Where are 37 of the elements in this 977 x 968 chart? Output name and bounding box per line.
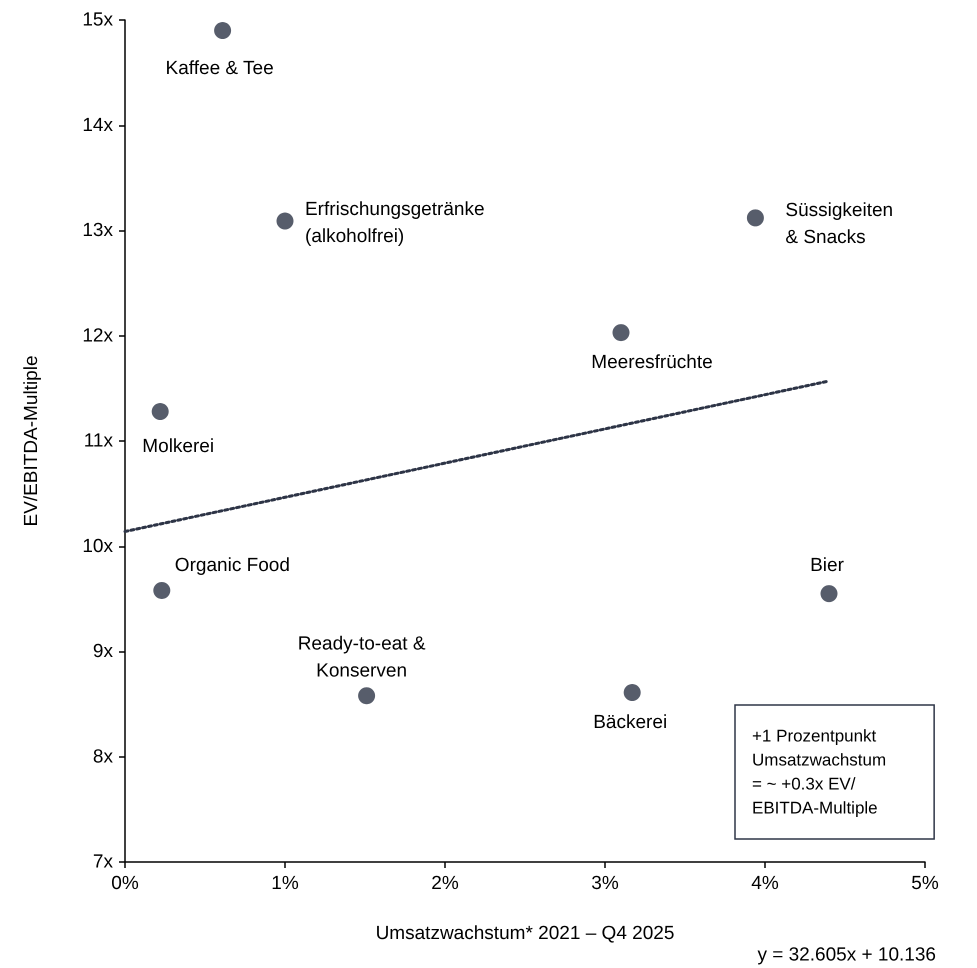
- annotation: Süssigkeiten & Snacks: [785, 200, 894, 248]
- x-tick-label: 2%: [431, 873, 459, 894]
- y-tick-label: 12x: [82, 325, 114, 346]
- x-tick-label: 5%: [911, 873, 939, 894]
- y-tick-label: 14x: [82, 114, 114, 136]
- point: [276, 212, 294, 230]
- annotation: Ready-to-eat & Konserven: [298, 634, 426, 682]
- point: [214, 22, 232, 40]
- y-tick-label: 7x: [92, 852, 114, 872]
- annotation: Organic Food: [174, 554, 290, 576]
- point: [152, 403, 169, 420]
- x-tick-label: 3%: [591, 873, 619, 894]
- annotation: +1 Prozentpunkt Umsatzwachstum = ~ +0.3x EV/ EBITDA-Multiple: [752, 726, 886, 818]
- y-tick-label: 11x: [84, 430, 114, 452]
- annotation: Bier: [810, 555, 845, 576]
- annotation: Kaffee & Tee: [166, 58, 274, 80]
- point: [153, 582, 170, 599]
- x-axis-title: Umsatzwachstum* 2021 – Q4 2025: [376, 923, 674, 944]
- y-tick-label: 9x: [92, 641, 114, 662]
- annotation: Bäckerei: [593, 712, 668, 734]
- annotation: Meeresfrüchte: [591, 352, 713, 374]
- annotation: Molkerei: [142, 436, 214, 458]
- y-tick-label: 8x: [92, 746, 114, 768]
- point: [820, 585, 838, 602]
- y-tick-label: 13x: [82, 220, 114, 241]
- point: [612, 324, 630, 342]
- x-tick-label: 0%: [111, 873, 139, 894]
- point: [358, 687, 376, 704]
- point: [624, 684, 641, 702]
- x-tick-label: 1%: [271, 873, 299, 894]
- text: y = 32.605x + 10.136: [757, 944, 936, 966]
- y-tick-label: 15x: [82, 10, 114, 30]
- y-tick-label: 10x: [82, 536, 114, 557]
- x-tick-label: 4%: [751, 873, 779, 894]
- point: [746, 209, 764, 226]
- annotation: Erfrischungsgetränke (alkoholfrei): [305, 199, 485, 248]
- y-axis-title: EV/EBITDA-Multiple: [21, 355, 42, 527]
